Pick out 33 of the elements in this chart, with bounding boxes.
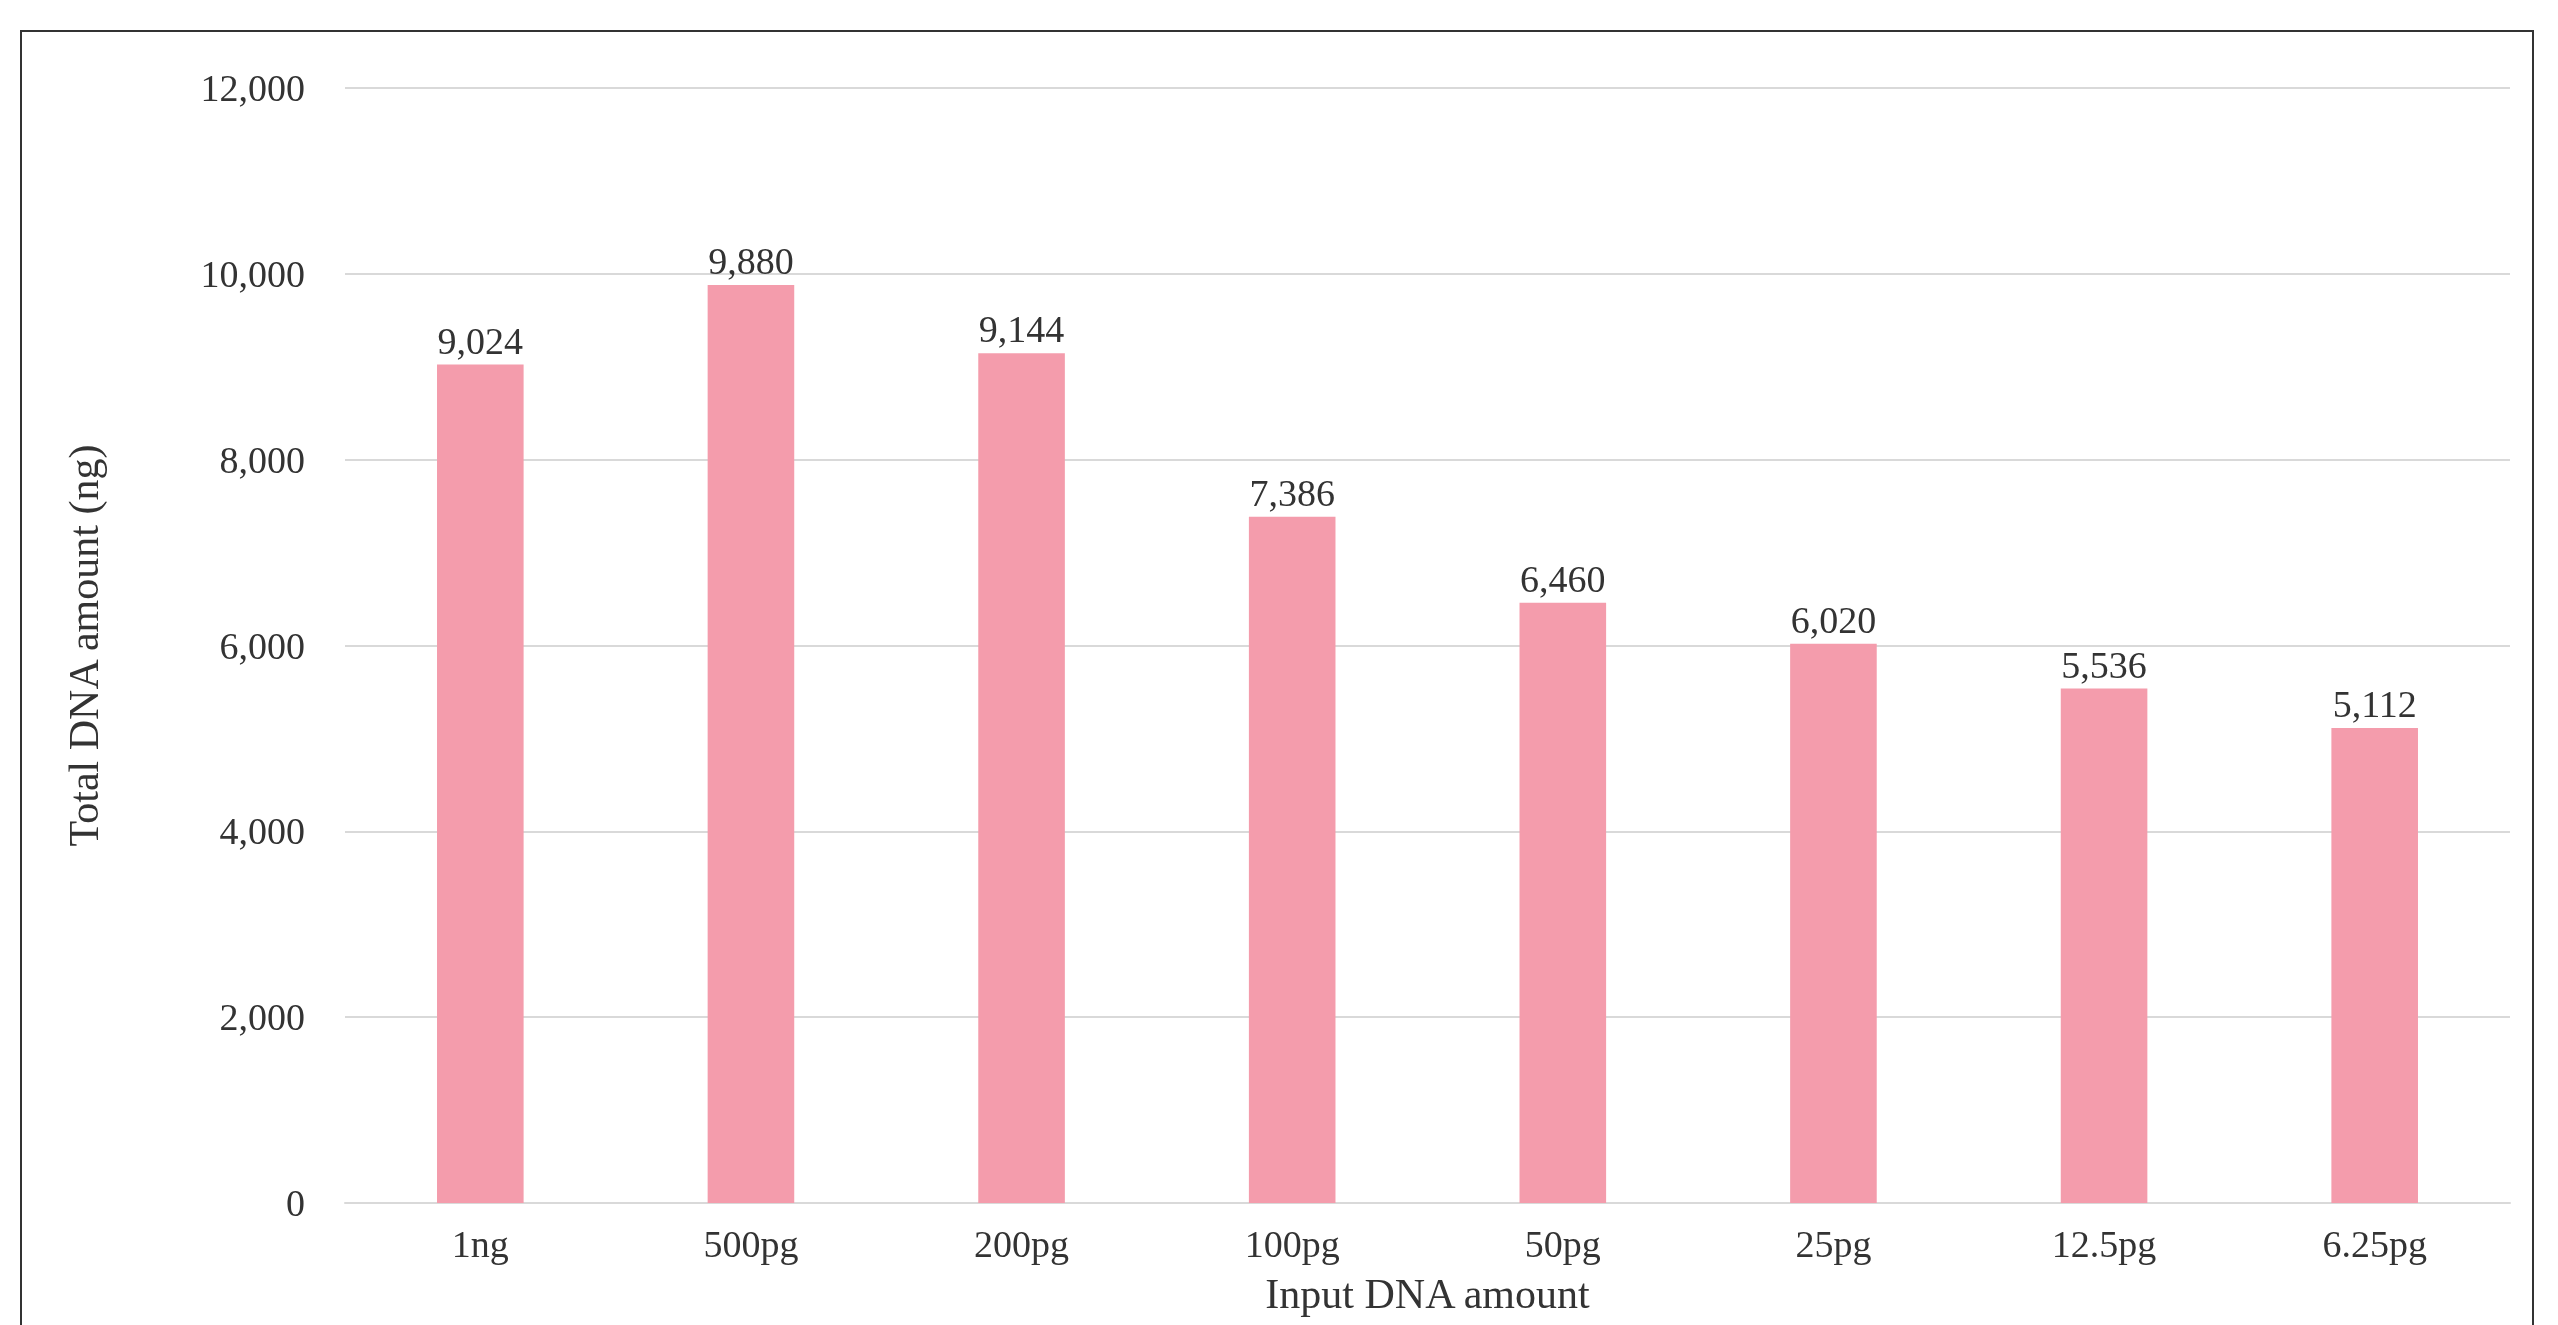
data-label: 9,024	[437, 319, 524, 362]
data-label: 6,460	[1520, 557, 1606, 600]
bar	[707, 284, 795, 1203]
bar	[978, 353, 1065, 1203]
x-tick-label: 1ng	[451, 1223, 509, 1265]
x-axis-title: Input DNA amount	[1265, 1271, 1590, 1317]
y-axis-title: Total DNA amount (ng)	[61, 444, 108, 847]
bar	[1248, 516, 1336, 1203]
data-label: 5,112	[2332, 683, 2417, 726]
x-tick-label: 6.25pg	[2322, 1223, 2427, 1265]
x-tick-label: 100pg	[1244, 1223, 1340, 1265]
data-label: 7,386	[1249, 471, 1335, 514]
x-tick-label: 50pg	[1524, 1223, 1601, 1265]
y-tick-label: 0	[286, 1182, 305, 1224]
y-tick-label: 6,000	[219, 624, 305, 667]
x-tick-label: 25pg	[1795, 1223, 1872, 1265]
bar	[437, 364, 524, 1203]
y-tick-label: 2,000	[219, 996, 305, 1039]
data-label: 9,144	[978, 308, 1065, 351]
y-tick-label: 10,000	[200, 252, 305, 295]
x-tick-label: 200pg	[974, 1223, 1070, 1265]
data-label: 5,536	[2061, 643, 2147, 686]
bar	[1790, 643, 1877, 1203]
data-label: 9,880	[708, 239, 794, 282]
bar	[2331, 728, 2418, 1203]
bar	[1519, 602, 1607, 1203]
x-tick-label: 500pg	[703, 1223, 799, 1265]
y-tick-label: 8,000	[219, 438, 305, 481]
bar	[2060, 688, 2148, 1203]
x-tick-label: 12.5pg	[2051, 1223, 2157, 1265]
y-tick-label: 4,000	[219, 810, 305, 853]
y-tick-label: 12,000	[200, 67, 305, 109]
data-label: 6,020	[1790, 598, 1877, 641]
